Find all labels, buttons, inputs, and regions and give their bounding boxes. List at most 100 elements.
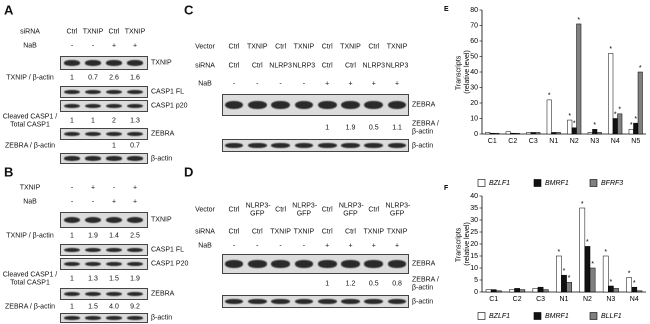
blot-band [271,260,290,268]
panel-label: F [444,185,449,192]
row-header: NaB [198,242,212,250]
lane-label: + [395,242,400,250]
significance-star: * [557,249,560,256]
bar [542,289,549,293]
blot-band [84,216,102,224]
lane-label: - [232,80,236,88]
bar [579,207,586,293]
bar [628,129,634,135]
lane-label: TXNIP [386,43,408,51]
blot-band [126,131,144,137]
blot-band [126,89,144,95]
blot-band [105,60,123,66]
blot-strip [60,258,148,270]
row-header: TXNIP [19,184,41,192]
significance-star: * [633,280,636,287]
blot-band [63,291,81,297]
bar [626,277,632,293]
significance-star: * [630,122,633,129]
band-label: ZEBRA [151,290,175,298]
blot-strip [60,288,148,300]
blot-band [105,131,123,137]
lane-label: Ctrl [275,206,287,214]
legend-swatch [533,179,542,187]
ratio-value: 0.7 [88,74,98,82]
blot-band [84,156,102,161]
ratio-value: 1.9 [88,232,98,240]
significance-star: * [548,93,551,100]
y-tick-label: 10 [470,115,478,122]
blot-band [247,260,267,268]
panel-label: D [184,164,194,180]
significance-star: * [586,239,589,246]
blot-strip [222,254,409,274]
panel-label: C [184,2,194,18]
bar [589,267,596,293]
row-header: siRNA [195,228,215,236]
lane-label: + [90,184,96,192]
ratio-label: TXNIP / β-actin [6,232,54,240]
blot-strip [60,100,148,112]
lane-label: NLRP3 [269,62,292,70]
lane-label: TXNIP [293,228,315,236]
legend-label: BMRF1 [545,180,569,187]
blot-strip [222,139,409,152]
bar [510,132,516,135]
blot-band [387,142,407,149]
lane-label: Ctrl [108,28,120,36]
bar [505,131,511,135]
lane-label: Ctrl [345,228,356,236]
bar [514,132,520,135]
row-header: siRNA [195,62,215,70]
ratio-value: 0.5 [368,280,379,288]
panel-label: B [4,164,14,180]
lane-label: - [70,42,74,50]
ratio-value: 1.1 [392,124,402,132]
legend-swatch [477,179,486,187]
ratio-value: 1 [70,275,74,283]
bar [532,288,539,293]
ratio-value: 0.8 [392,280,402,288]
row-header: Vector [195,206,215,214]
significance-star: * [628,270,631,277]
bar [509,289,515,293]
lane-label: Ctrl [321,43,333,51]
lane-label: + [371,242,376,250]
lane-label: Ctrl [321,228,333,236]
lane-label: - [279,80,282,88]
blot-band [271,142,290,149]
bar [576,23,582,135]
ratio-value: 1 [70,74,74,82]
blot-band [224,142,244,149]
lane-label: Ctrl [228,228,240,236]
y-tick-label: 30 [470,84,478,91]
blot-band [84,261,102,267]
band-label: TXNIP [151,59,172,67]
blot-band [126,261,144,267]
bar [537,286,544,293]
y-tick-label: 15 [470,253,478,260]
ratio-label: Cleaved CASP1 / Total CASP1 [2,113,58,129]
bar [608,285,614,293]
blot-strip [60,313,148,323]
blot-band [317,298,337,305]
x-tick-label: C1 [488,138,497,145]
bar [519,289,526,293]
y-tick-label: 20 [470,100,478,107]
row-header: NaB [198,80,212,88]
lane-label: + [395,80,400,88]
legend-swatch [589,179,598,187]
lane-label: TXNIP [82,28,104,36]
lane-label: + [132,184,138,192]
blot-band [84,60,102,66]
bar [485,289,492,293]
lane-label: NLRP3-GFP [338,202,364,218]
band-label: β-actin [151,154,173,162]
lane-label: - [91,198,95,206]
x-tick-label: N1 [549,138,558,145]
legend-label: BMRF1 [545,313,569,320]
blot-band [63,247,81,253]
ratio-value: 1.2 [345,280,356,288]
bar [592,129,598,135]
